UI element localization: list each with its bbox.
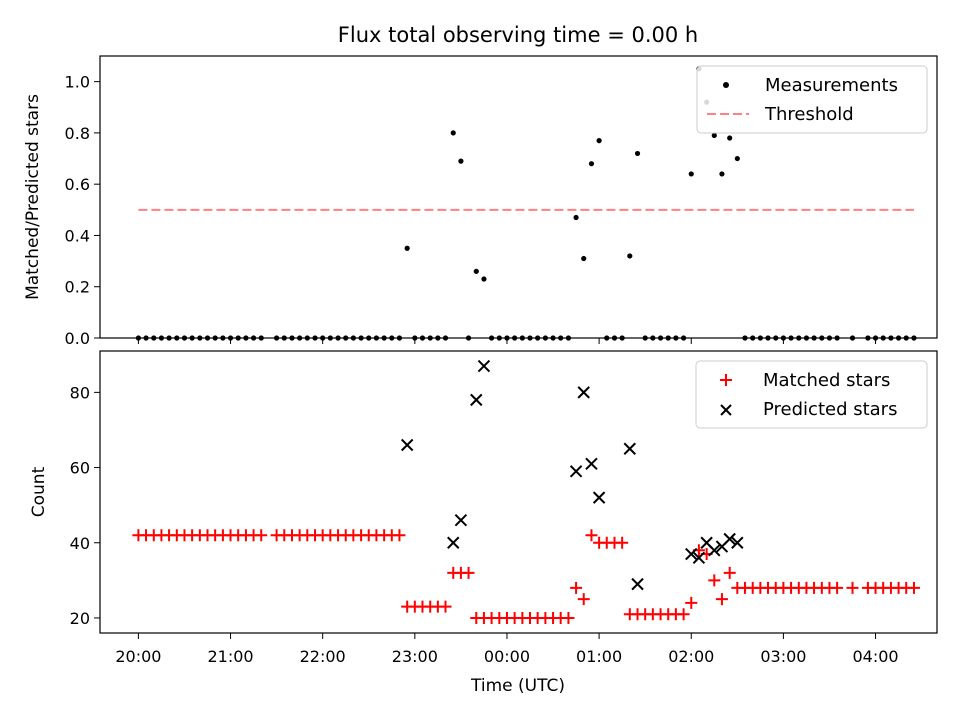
matched-star-point	[708, 574, 721, 587]
x-tick-label: 21:00	[207, 647, 253, 666]
legend-threshold-label: Threshold	[764, 104, 854, 125]
top-legend-box	[696, 65, 928, 134]
top-panel: 0.0 0.2 0.4 0.6 0.8 1.0 Matched/Predicted sta…	[23, 55, 938, 348]
legend-predicted-label: Predicted stars	[763, 399, 897, 420]
legend-measurements-marker	[723, 82, 729, 88]
measurement-point	[481, 276, 487, 282]
measurement-point	[573, 214, 579, 221]
bottom-legend: Matched stars Predicted stars	[695, 360, 928, 429]
top-y-axis-ticks: 0.0 0.2 0.4 0.6 0.8 1.0	[65, 73, 100, 348]
matched-star-point	[907, 581, 920, 594]
measurement-point	[727, 135, 733, 141]
x-tick-label: 01:00	[576, 647, 622, 666]
x-tick-label: 20:00	[115, 647, 161, 666]
bottom-y-axis-label: Count	[29, 466, 49, 517]
measurement-point	[596, 138, 602, 144]
matched-star-point	[585, 529, 598, 542]
chart-title: Flux total observing time = 0.00 h	[338, 23, 698, 47]
matched-star-point	[616, 536, 629, 549]
measurement-point	[581, 255, 587, 262]
legend-predicted-marker	[720, 404, 732, 416]
measurement-point	[688, 171, 694, 177]
measurement-point	[634, 150, 641, 157]
predicted-star-point	[585, 457, 598, 471]
predicted-star-point	[685, 547, 698, 561]
predicted-star-point	[400, 438, 414, 452]
measurement-point	[711, 132, 717, 139]
measurement-point	[627, 253, 633, 259]
matched-star-point	[255, 529, 268, 542]
predicted-star-point	[731, 536, 744, 549]
x-tick-label: 04:00	[852, 647, 898, 666]
top-y-tick-label: 0.0	[65, 329, 90, 348]
matched-star-point	[462, 566, 475, 579]
matched-star-point	[577, 593, 590, 606]
bottom-y-axis-ticks: 20 40 60 80	[70, 383, 100, 628]
matched-star-point	[677, 608, 690, 621]
bottom-panel: 20 40 60 80 20:00 21:00 22:00 23:00 00:00 01:00 0…	[29, 350, 938, 696]
measurement-point	[473, 268, 479, 274]
bottom-y-tick-label: 40	[70, 534, 90, 553]
predicted-star-point	[470, 393, 483, 407]
matched-star-point	[723, 566, 736, 579]
predicted-star-point	[477, 359, 491, 373]
predicted-stars-series	[400, 359, 744, 591]
predicted-star-point	[623, 442, 637, 455]
top-y-tick-label: 1.0	[65, 73, 90, 92]
predicted-star-point	[447, 536, 460, 549]
matched-star-point	[562, 611, 575, 624]
measurement-point	[588, 161, 595, 167]
predicted-star-point	[577, 386, 590, 399]
legend-measurements-label: Measurements	[765, 75, 898, 96]
bottom-y-tick-label: 80	[70, 383, 90, 402]
matched-star-point	[570, 581, 583, 594]
matched-star-point	[846, 581, 859, 594]
legend-matched-label: Matched stars	[763, 370, 890, 391]
x-tick-label: 03:00	[760, 647, 806, 666]
x-tick-label: 02:00	[668, 647, 714, 666]
top-y-tick-label: 0.8	[65, 124, 90, 143]
matched-star-point	[439, 600, 452, 613]
predicted-star-point	[708, 544, 721, 557]
x-axis-label: Time (UTC)	[470, 676, 565, 696]
measurement-point	[458, 158, 464, 164]
predicted-star-point	[631, 577, 644, 591]
top-y-tick-label: 0.6	[65, 175, 90, 194]
predicted-star-point	[592, 491, 606, 504]
x-tick-label: 00:00	[484, 647, 530, 666]
top-y-tick-label: 0.4	[65, 226, 90, 245]
predicted-star-point	[454, 513, 468, 527]
top-y-axis-label: Matched/Predicted stars	[23, 94, 43, 300]
bottom-x-axis-ticks: 20:00 21:00 22:00 23:00 00:00 01:00 02:00 03:00…	[115, 633, 899, 666]
measurement-point	[450, 130, 456, 136]
bottom-axes-frame	[99, 350, 938, 634]
top-axes-frame	[99, 55, 938, 339]
bottom-legend-box	[695, 360, 928, 429]
predicted-star-point	[723, 532, 736, 546]
matched-star-point	[715, 593, 728, 606]
legend-matched-marker	[720, 374, 732, 386]
predicted-star-point	[692, 551, 706, 565]
top-legend: Measurements Threshold	[696, 65, 928, 134]
x-tick-label: 23:00	[392, 647, 438, 666]
matched-stars-series	[132, 529, 920, 624]
matched-star-point	[831, 581, 844, 594]
x-tick-label: 22:00	[300, 647, 346, 666]
predicted-star-point	[569, 465, 583, 478]
bottom-y-tick-label: 20	[70, 609, 90, 628]
matched-star-point	[685, 596, 698, 609]
top-y-tick-label: 0.2	[65, 278, 90, 297]
measurement-point	[404, 245, 410, 251]
measurement-point	[719, 171, 725, 177]
measurement-point	[734, 155, 740, 162]
bottom-y-tick-label: 60	[70, 459, 90, 478]
matched-star-point	[393, 529, 406, 542]
